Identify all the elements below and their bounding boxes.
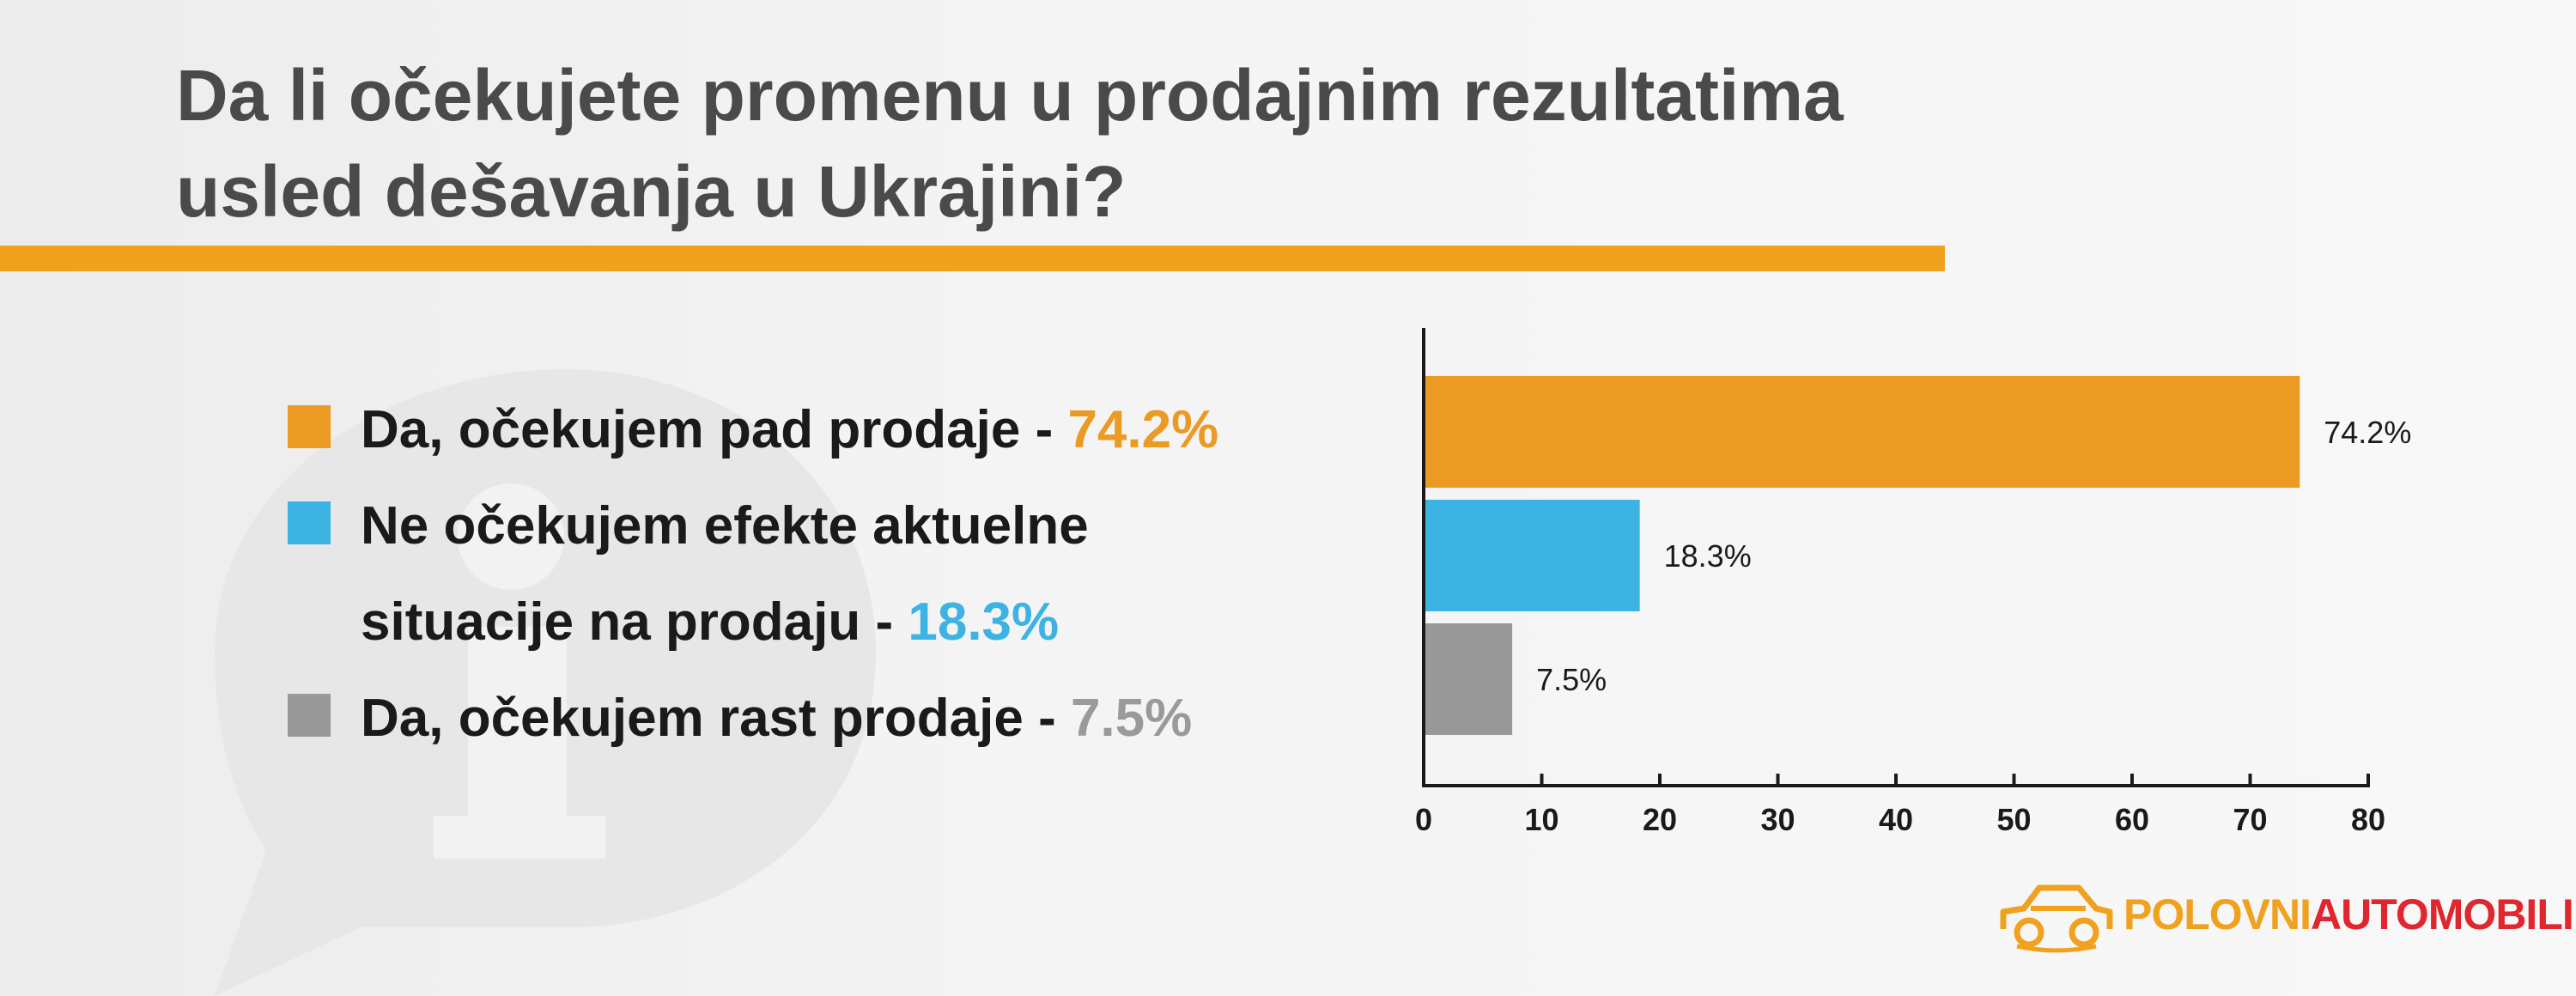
data-label-3: 7.5%	[1536, 662, 1607, 697]
x-tick-label-20: 20	[1643, 802, 1677, 837]
x-tick-label-80: 80	[2351, 802, 2385, 837]
x-tick-label-40: 40	[1879, 802, 1913, 837]
legend-swatch-decrease	[288, 405, 331, 448]
legend-item-no-effect: Ne očekujem efekte aktuelne situacije na…	[288, 478, 1352, 671]
legend-item-increase: Da, očekujem rast prodaje - 7.5%	[288, 671, 1352, 767]
bar-3	[1424, 623, 1513, 735]
legend-swatch-increase	[288, 694, 331, 737]
bar-1	[1424, 376, 2300, 488]
logo-text-automobili: AUTOMOBILI	[2311, 890, 2574, 938]
legend-swatch-no-effect	[288, 501, 331, 544]
legend-pct-increase: 7.5%	[1070, 689, 1193, 748]
car-outline-icon	[2000, 884, 2113, 953]
legend-label-no-effect-line-1: Ne očekujem efekte aktuelne	[361, 496, 1089, 556]
legend-pct-no-effect: 18.3%	[908, 592, 1060, 652]
logo-text-polovni: POLOVNI	[2123, 890, 2312, 938]
legend-item-decrease: Da, očekujem pad prodaje - 74.2%	[288, 382, 1352, 478]
bar-chart: 74.2% 18.3% 7.5% 0 10 20 30 40 50 60 70 80	[1415, 328, 2411, 837]
x-tick-label-70: 70	[2233, 802, 2267, 837]
x-tick-label-60: 60	[2115, 802, 2149, 837]
chart-title-line-1: Da li očekujete promenu u prodajnim rezu…	[176, 55, 1844, 136]
data-label-1: 74.2%	[2324, 415, 2411, 450]
legend-pct-decrease: 74.2%	[1067, 400, 1219, 459]
logo-text: POLOVNIAUTOMOBILI	[2123, 888, 2574, 941]
chart-title: Da li očekujete promenu u prodajnim rezu…	[176, 47, 1979, 240]
title-underline	[0, 246, 1945, 271]
bar-2	[1424, 500, 1640, 611]
legend-label-increase: Da, očekujem rast prodaje -	[361, 689, 1071, 748]
chart-title-line-2: usled dešavanja u Ukrajini?	[176, 151, 1127, 232]
polovni-automobili-logo: POLOVNIAUTOMOBILI	[1996, 876, 2574, 953]
x-tick-label-10: 10	[1524, 802, 1558, 837]
legend: Da, očekujem pad prodaje - 74.2% Ne oček…	[288, 382, 1352, 767]
info-bubble-icon	[215, 369, 876, 996]
legend-label-no-effect-line-2: situacije na prodaju -	[361, 592, 908, 652]
x-tick-label-30: 30	[1760, 802, 1795, 837]
legend-label-decrease: Da, očekujem pad prodaje -	[361, 400, 1068, 459]
x-tick-label-50: 50	[1996, 802, 2031, 837]
x-tick-label-0: 0	[1415, 802, 1432, 837]
data-label-2: 18.3%	[1664, 538, 1752, 574]
